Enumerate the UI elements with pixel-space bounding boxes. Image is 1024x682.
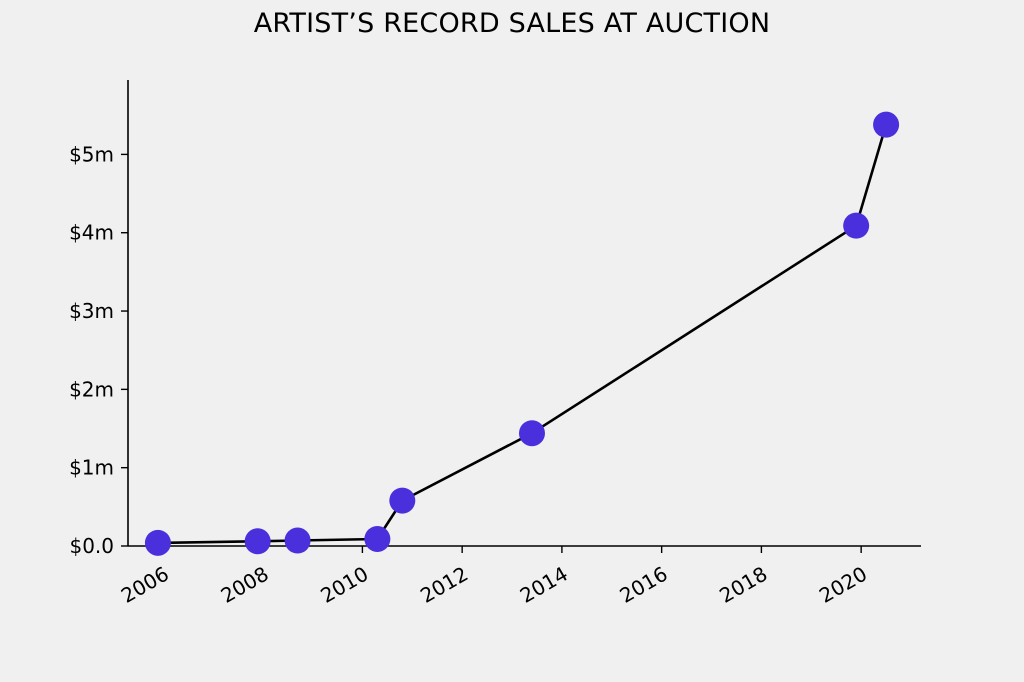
y-tick-label: $3m: [69, 299, 114, 323]
y-tick-label: $4m: [69, 221, 114, 245]
series-line-layer: [157, 124, 888, 545]
data-point: [244, 528, 271, 555]
y-tick-label: $1m: [69, 456, 114, 480]
chart-title: ARTIST’S RECORD SALES AT AUCTION: [253, 8, 771, 39]
x-tick-label: 2006: [117, 562, 173, 608]
x-tick-label: 2016: [616, 562, 672, 608]
data-point: [389, 487, 416, 514]
y-tick-label: $0.0: [69, 534, 114, 558]
y-tick-label: $5m: [69, 142, 114, 166]
x-tick-label: 2018: [715, 562, 771, 608]
data-point: [873, 111, 900, 138]
x-tick-label: 2014: [516, 562, 572, 608]
x-tick-label: 2012: [416, 562, 472, 608]
y-tick-label: $2m: [69, 377, 114, 401]
data-points: [144, 111, 900, 556]
data-point: [518, 420, 545, 447]
axes: $0.0 $1m $2m $3m $4m $5m 2006 2008 2010 2012 2014 2…: [69, 80, 921, 608]
x-tick-label: 2008: [217, 562, 273, 608]
data-point: [843, 212, 870, 239]
x-tick-label: 2010: [316, 562, 372, 608]
series-line: [157, 124, 888, 545]
x-tick-label: 2020: [815, 562, 871, 608]
data-point: [284, 527, 311, 554]
data-point: [364, 525, 391, 552]
data-point: [144, 529, 171, 556]
